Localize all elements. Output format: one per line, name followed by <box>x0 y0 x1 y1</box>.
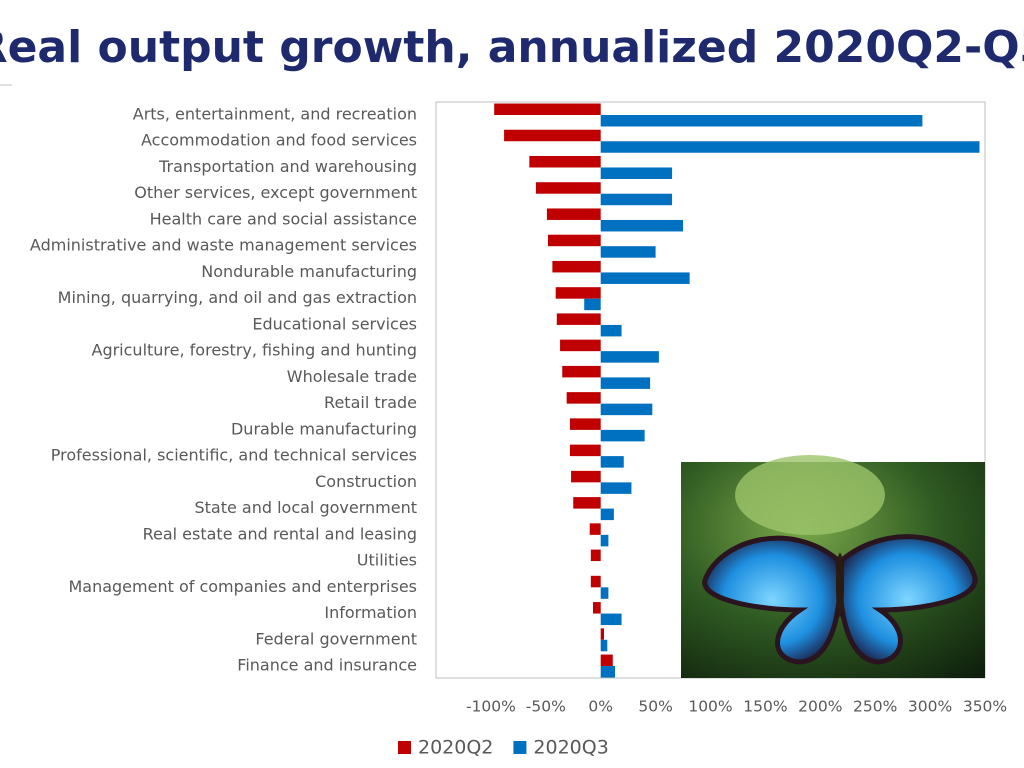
y-tick-label: Educational services <box>252 314 417 333</box>
bar <box>600 613 622 626</box>
plot <box>494 103 980 678</box>
bar <box>529 155 601 168</box>
y-tick-label: Durable manufacturing <box>231 419 417 438</box>
bar <box>600 324 622 337</box>
y-tick-label: Retail trade <box>324 393 417 412</box>
y-tick-label: Mining, quarrying, and oil and gas extra… <box>58 288 417 307</box>
x-tick-label: -100% <box>466 698 516 716</box>
y-tick-label: Professional, scientific, and technical … <box>51 446 417 465</box>
bar <box>600 272 690 284</box>
y-tick-label: Health care and social assistance <box>150 209 417 228</box>
bar <box>562 365 601 378</box>
bar <box>569 418 601 430</box>
bar <box>600 351 659 363</box>
x-tick-label: 350% <box>963 698 1007 716</box>
bar <box>560 339 601 352</box>
y-tick-label: Wholesale trade <box>287 367 417 386</box>
y-tick-label: Nondurable manufacturing <box>201 262 417 281</box>
bar <box>535 182 601 194</box>
bar <box>504 129 601 142</box>
y-tick-label: Construction <box>315 472 417 491</box>
bar <box>600 403 653 416</box>
y-tick-label: Administrative and waste management serv… <box>30 236 417 255</box>
bar <box>494 103 601 115</box>
bar <box>590 549 601 562</box>
y-tick-label: State and local government <box>194 498 417 517</box>
bar <box>600 456 624 468</box>
bar <box>600 628 604 640</box>
y-tick-label: Federal government <box>255 629 417 648</box>
bar <box>600 246 656 258</box>
bar <box>589 523 601 535</box>
bar <box>600 534 609 547</box>
legend-swatch <box>398 741 411 754</box>
bar <box>556 313 601 325</box>
bar <box>600 193 673 206</box>
bar <box>600 377 651 389</box>
y-tick-label: Arts, entertainment, and recreation <box>133 105 417 124</box>
bar <box>600 115 923 127</box>
x-tick-label: 150% <box>743 698 787 716</box>
bar <box>600 482 632 494</box>
bar <box>590 575 601 588</box>
bar <box>571 470 601 483</box>
y-tick-label: Agriculture, forestry, fishing and hunti… <box>92 341 418 360</box>
bar <box>600 429 645 442</box>
y-tick-label: Utilities <box>357 551 417 570</box>
bar <box>566 392 601 404</box>
x-tick-label: 300% <box>908 698 952 716</box>
bar <box>584 298 601 311</box>
bar <box>569 444 601 457</box>
bar <box>593 602 601 614</box>
bar <box>600 219 684 232</box>
bar <box>600 666 615 678</box>
bar <box>600 141 980 153</box>
butterfly-photo <box>681 455 985 678</box>
x-tick-label: 250% <box>853 698 897 716</box>
bar <box>600 654 613 667</box>
x-tick-label: -50% <box>526 698 566 716</box>
bar <box>573 497 601 509</box>
legend-label: 2020Q3 <box>533 737 608 759</box>
legend: 2020Q2 2020Q3 <box>398 737 609 759</box>
x-tick-label: 50% <box>638 698 672 716</box>
y-tick-label: Information <box>324 603 417 622</box>
y-tick-label: Finance and insurance <box>237 656 417 675</box>
bar <box>600 167 673 179</box>
bar <box>600 508 614 521</box>
x-tick-label: 0% <box>588 698 613 716</box>
y-tick-label: Accommodation and food services <box>141 131 417 150</box>
bar <box>600 587 609 599</box>
x-tick-label: 200% <box>798 698 842 716</box>
y-tick-label: Transportation and warehousing <box>158 157 417 176</box>
bar <box>600 639 608 652</box>
y-tick-label: Management of companies and enterprises <box>68 577 417 596</box>
y-tick-label: Other services, except government <box>134 183 417 202</box>
chart-title: Real output growth, annualized 2020Q2-Q3 <box>0 22 1024 73</box>
legend-swatch <box>513 741 527 754</box>
bar <box>547 234 601 247</box>
y-tick-label: Real estate and rental and leasing <box>143 524 417 543</box>
legend-label: 2020Q2 <box>418 737 493 759</box>
bar <box>552 260 601 273</box>
bar <box>546 208 601 220</box>
x-tick-label: 100% <box>688 698 732 716</box>
bar <box>555 287 601 299</box>
